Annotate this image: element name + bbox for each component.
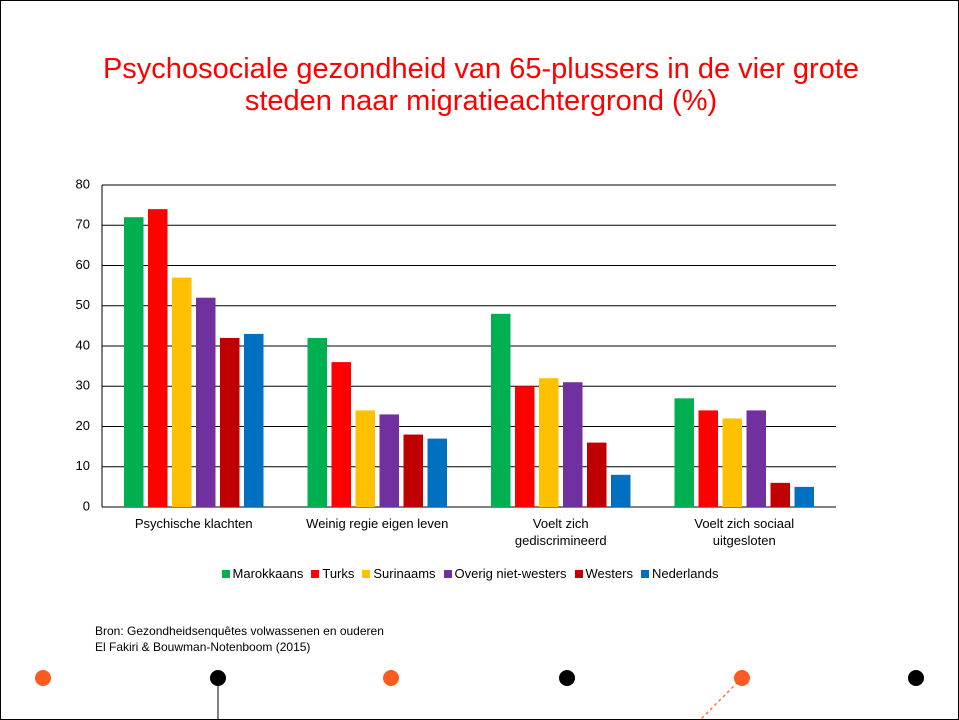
bar [148, 209, 168, 507]
bar [403, 434, 423, 507]
decor-dot [734, 670, 750, 686]
bar [124, 217, 144, 507]
legend-label: Surinaams [373, 566, 436, 581]
y-tick-label: 50 [76, 297, 90, 312]
legend-item: Nederlands [640, 566, 719, 581]
legend-label: Turks [322, 566, 355, 581]
bar [611, 474, 631, 507]
bar [698, 410, 718, 507]
decor-dot [383, 670, 399, 686]
bar [307, 337, 327, 507]
bar [674, 398, 694, 507]
legend-label: Westers [585, 566, 633, 581]
legend-swatch [221, 569, 230, 578]
legend-swatch [362, 569, 371, 578]
legend-item: Surinaams [362, 566, 436, 581]
y-tick-label: 0 [83, 498, 90, 513]
bar [722, 418, 742, 507]
bar [746, 410, 766, 507]
decor-dot [908, 670, 924, 686]
bar [563, 382, 583, 507]
bar [379, 414, 399, 507]
bar [244, 333, 264, 507]
bar [491, 313, 511, 507]
decor-dot [35, 670, 51, 686]
bar [355, 410, 375, 507]
y-tick-label: 40 [76, 337, 90, 352]
decor-dot [210, 670, 226, 686]
x-tick-label: Psychische klachten [134, 516, 253, 531]
bar [770, 482, 790, 507]
legend-item: Turks [311, 566, 354, 581]
source-text: El Fakiri & Bouwman-Notenboom (2015) [95, 640, 311, 654]
bar [794, 486, 814, 507]
chart-title: Psychosociale gezondheid van 65-plussers… [102, 53, 860, 117]
legend-swatch [640, 569, 649, 578]
legend-item: Westers [574, 566, 633, 581]
y-tick-label: 30 [76, 378, 90, 393]
x-tick-label: Voelt zich sociaal uitgesloten [694, 516, 795, 548]
legend-item: Marokkaans [221, 566, 304, 581]
bar [427, 438, 447, 507]
bar [331, 362, 351, 507]
legend-label: Marokkaans [232, 566, 304, 581]
y-tick-label: 20 [76, 418, 90, 433]
bar [220, 337, 240, 507]
y-tick-label: 70 [76, 217, 90, 232]
y-tick-label: 10 [76, 458, 90, 473]
source-text: Bron: Gezondheidsenquêtes volwassenen en… [95, 624, 384, 638]
legend-swatch [311, 569, 320, 578]
decor-dot [559, 670, 575, 686]
decor-line [699, 677, 743, 720]
legend-label: Overig niet-westers [454, 566, 567, 581]
y-tick-label: 60 [76, 257, 90, 272]
legend-swatch [574, 569, 583, 578]
legend-swatch [443, 569, 452, 578]
bar [587, 442, 607, 507]
bar [539, 378, 559, 507]
x-tick-label: Weinig regie eigen leven [306, 516, 449, 531]
bar [515, 386, 535, 507]
bar [196, 297, 216, 507]
bar [172, 277, 192, 507]
legend-item: Overig niet-westers [443, 566, 567, 581]
legend: Marokkaans Turks Surinaams Overig niet-west… [100, 566, 840, 581]
legend-label: Nederlands [651, 566, 719, 581]
y-tick-label: 80 [76, 176, 90, 191]
x-tick-label: Voelt zich gediscrimineerd [514, 516, 607, 548]
